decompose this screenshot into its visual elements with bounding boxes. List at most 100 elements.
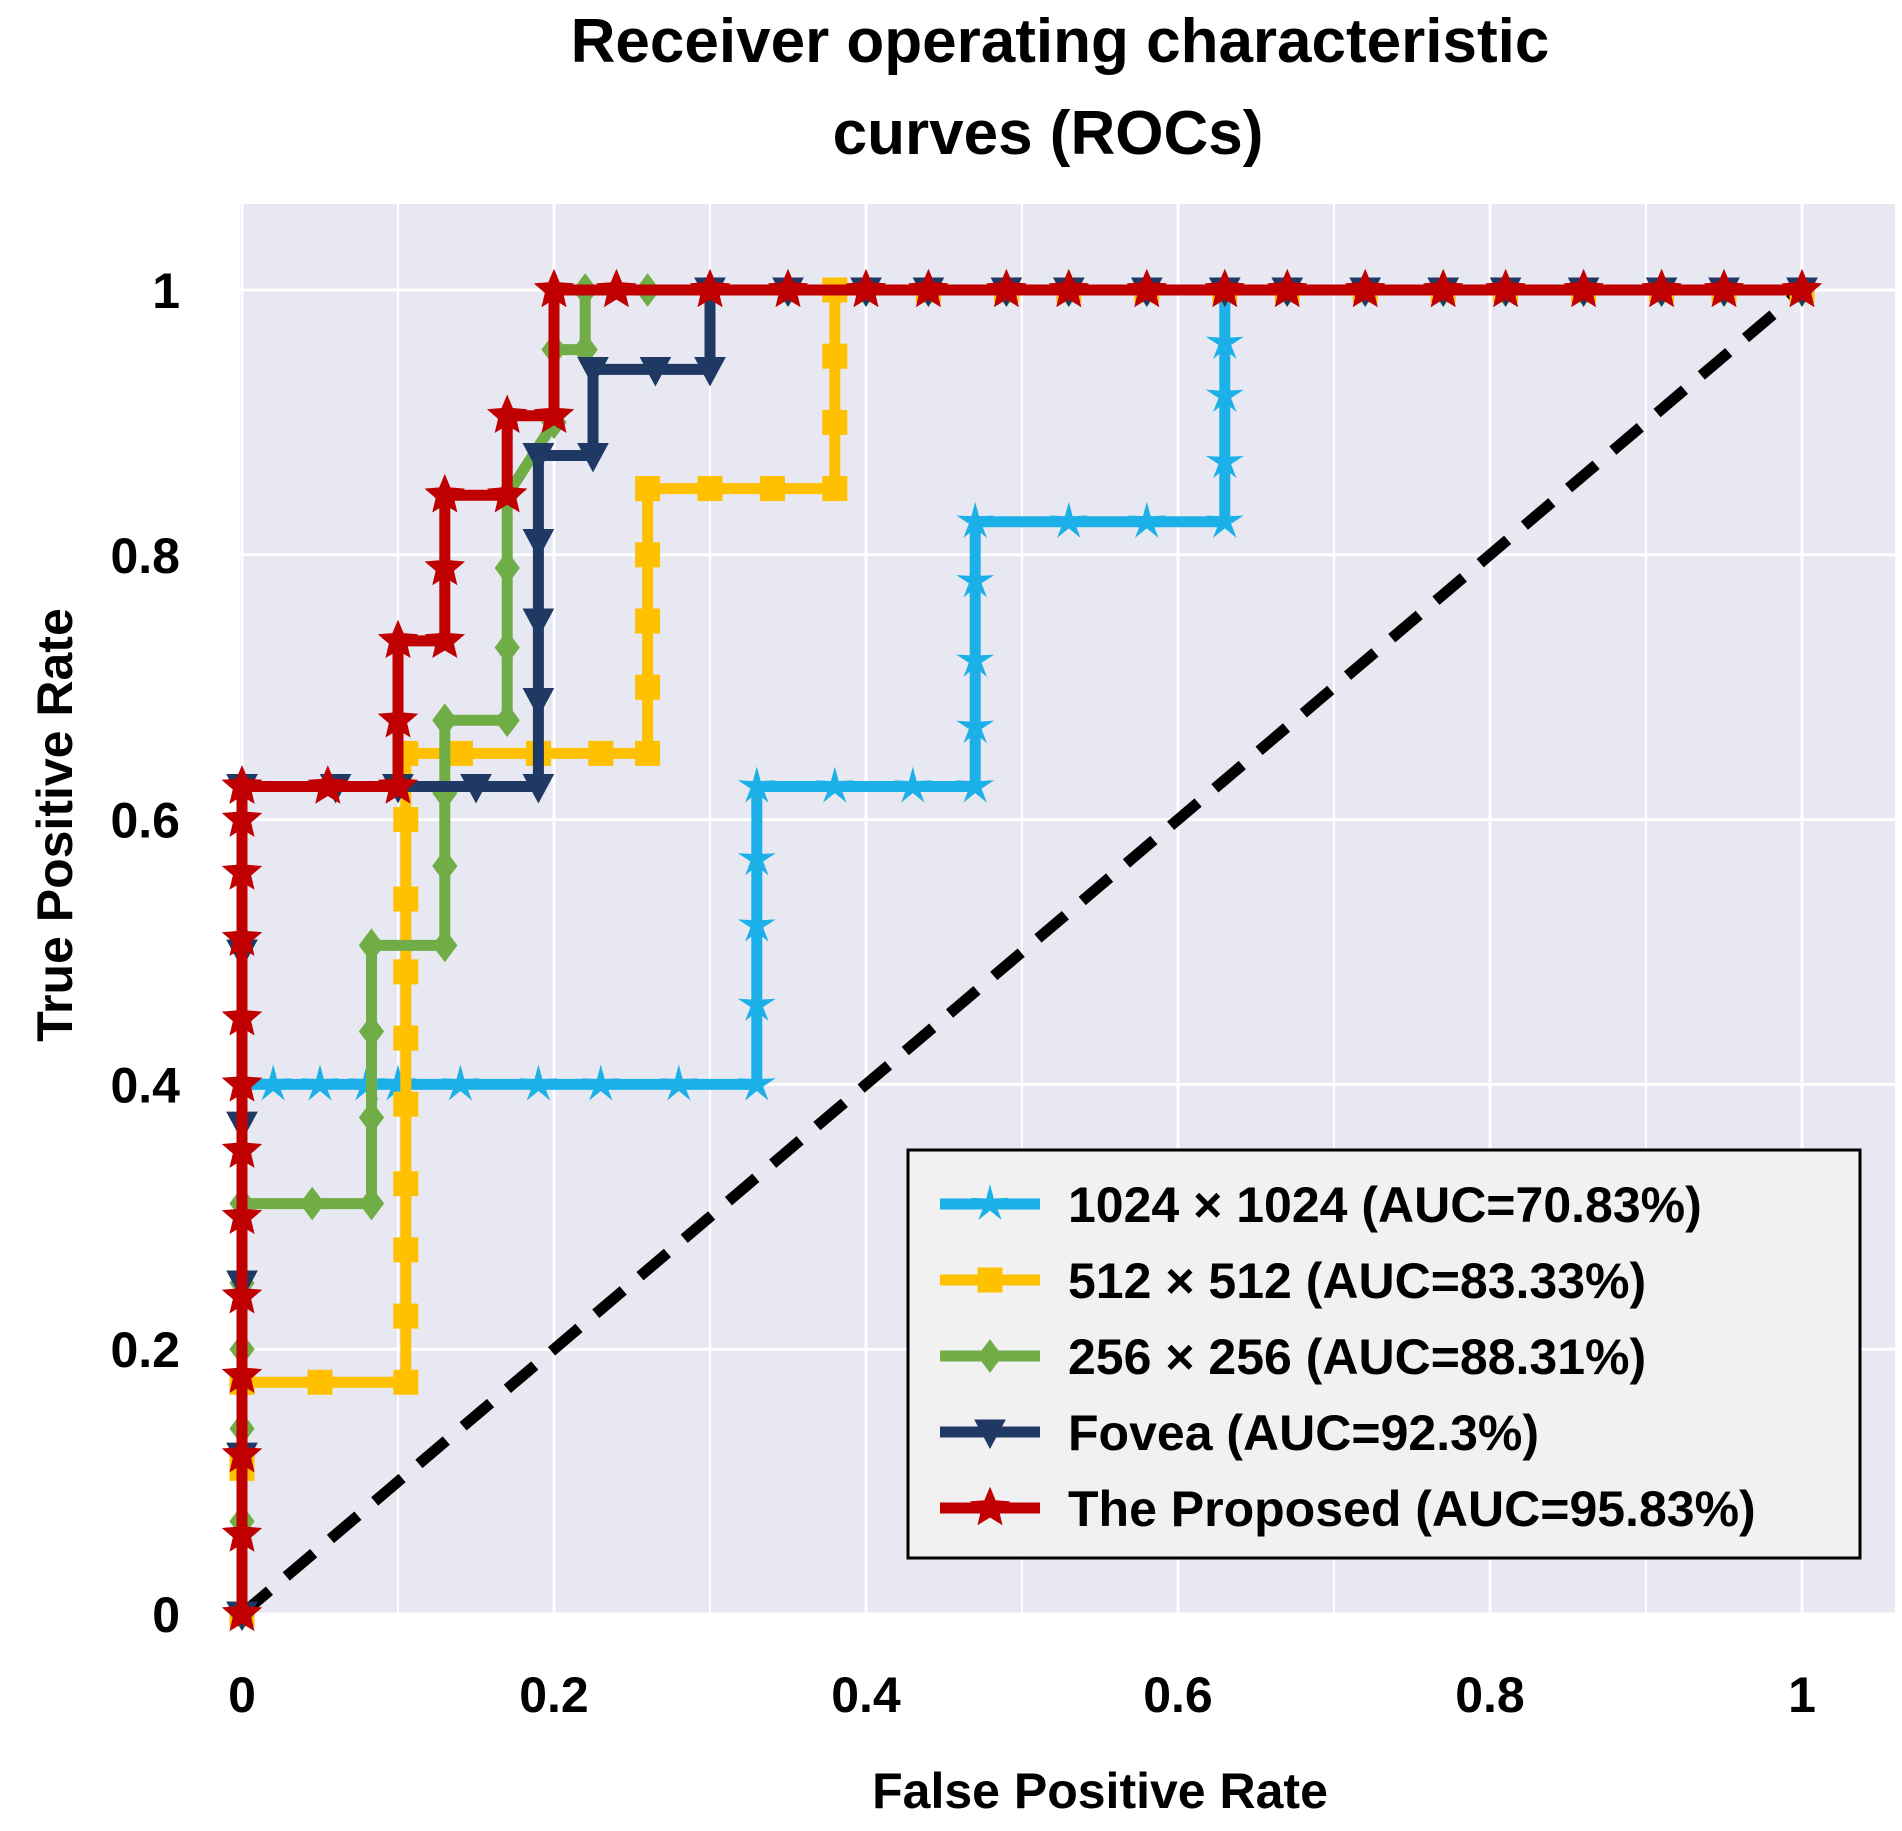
star-marker [307,765,349,804]
star-marker [301,1064,339,1101]
star-marker [1641,268,1682,308]
star-marker [956,561,995,598]
square-marker [635,608,661,634]
diamond-marker [494,630,520,665]
x-tick-labels: 0 0.2 0.4 0.6 0.8 1 [228,1667,1816,1723]
y-tick-label: 0.8 [110,528,180,584]
legend-entry: The Proposed (AUC=95.83%) [940,1481,1756,1537]
star-marker [221,1129,263,1168]
square-marker [393,1369,419,1395]
square-marker [635,674,661,700]
diamond-marker [432,703,458,738]
legend-box [906,1148,1862,1560]
legend-label: 512 × 512 (AUC=83.33%) [1068,1253,1646,1309]
star-marker [424,619,466,659]
y-axis-label: True Positive Rate [27,608,83,1042]
star-marker [486,473,528,513]
star-marker [1205,323,1244,360]
star-marker [1266,268,1308,308]
star-marker [737,905,776,942]
x-tick-label: 1 [1788,1667,1816,1723]
triangle-marker [522,608,555,639]
square-marker [635,740,661,766]
star-marker [424,546,466,586]
square-marker [822,409,848,435]
square-marker [307,1369,333,1395]
legend-label: 256 × 256 (AUC=88.31%) [1068,1329,1646,1385]
star-marker [486,394,528,434]
legend-label: Fovea (AUC=92.3%) [1068,1405,1539,1461]
star-marker [737,985,776,1022]
triangle-marker [974,1419,1006,1450]
star-marker [1344,268,1386,308]
star-marker [221,1063,263,1102]
star-marker [221,851,263,890]
star-marker [986,268,1027,308]
diamond-marker [494,703,520,738]
star-marker [1563,268,1604,308]
star-marker [1205,375,1244,413]
square-marker [588,740,614,766]
triangle-marker [522,529,555,559]
triangle-marker [522,687,555,718]
y-tick-label: 1 [152,263,180,319]
square-marker [393,1171,419,1197]
legend-entry: 1024 × 1024 (AUC=70.83%) [940,1177,1702,1233]
star-marker [519,1064,558,1101]
star-marker [1205,442,1244,479]
x-tick-label: 0.6 [1143,1667,1213,1723]
star-marker [221,1195,263,1235]
x-axis-label: False Positive Rate [872,1763,1328,1819]
x-tick-label: 0.4 [831,1667,901,1723]
triangle-marker [522,774,555,804]
square-marker [393,1025,419,1051]
square-marker [697,476,723,502]
square-marker [393,807,419,833]
triangle-marker [460,774,492,804]
star-marker [956,706,995,744]
star-marker [533,394,575,434]
legend-entry: 256 × 256 (AUC=88.31%) [940,1329,1646,1385]
series-layer [221,268,1823,1632]
diamond-marker [299,1186,325,1221]
diamond-marker [358,1186,385,1221]
star-marker [1204,268,1246,308]
legend-entry: 512 × 512 (AUC=83.33%) [940,1253,1646,1309]
star-marker [377,619,419,659]
square-marker [393,1303,419,1329]
star-marker [221,1274,263,1314]
star-marker [737,766,776,803]
star-marker [377,699,419,738]
square-marker [447,740,473,766]
y-tick-labels: 0 0.2 0.4 0.6 0.8 1 [110,263,180,1643]
star-marker [221,1513,263,1552]
star-marker [969,1486,1011,1526]
legend-label: 1024 × 1024 (AUC=70.83%) [1068,1177,1702,1233]
triangle-marker [639,356,672,387]
star-marker [689,268,731,308]
star-marker [1422,268,1464,308]
y-tick-label: 0.6 [110,793,180,849]
square-marker [822,476,848,502]
y-tick-label: 0 [152,1587,180,1643]
star-marker [533,268,575,308]
series-5 [221,268,1823,1632]
star-marker [845,268,887,308]
star-marker [659,1064,698,1101]
star-marker [893,766,932,803]
star-marker [908,268,949,308]
star-marker [1127,501,1166,538]
star-marker [221,1354,263,1393]
square-marker [393,1237,419,1263]
star-marker [1048,268,1090,308]
star-marker [971,1184,1009,1221]
star-marker [221,1433,263,1473]
legend: 1024 × 1024 (AUC=70.83%) 512 × 512 (AUC=8… [906,1148,1862,1560]
star-marker [221,1592,263,1632]
star-marker [377,765,419,804]
star-marker [1049,501,1088,538]
star-marker [221,765,263,804]
square-marker [635,542,661,568]
legend-entry: Fovea (AUC=92.3%) [940,1405,1539,1461]
